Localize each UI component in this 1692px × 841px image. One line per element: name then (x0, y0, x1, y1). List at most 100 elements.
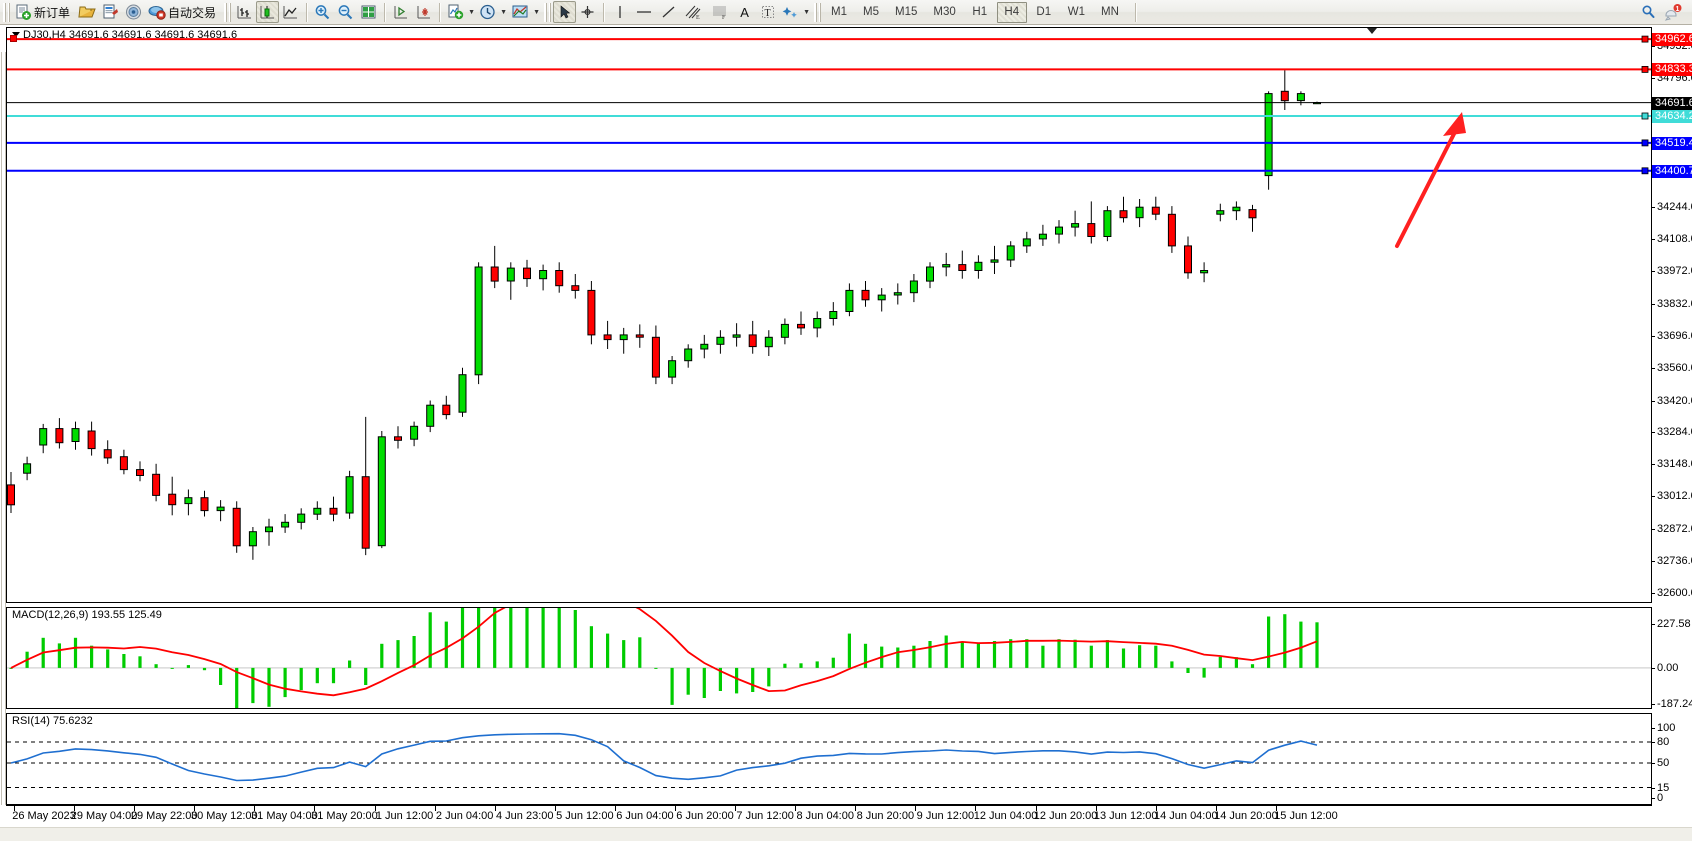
candlestick (1184, 236, 1192, 279)
text-label-button[interactable]: T (756, 1, 779, 23)
indicators-button[interactable] (444, 1, 467, 23)
auto-trading-button[interactable]: 自动交易 (145, 1, 221, 23)
price-chart-canvas[interactable] (7, 28, 1651, 602)
resistance-line-2-price-label[interactable]: 34833.3 (1652, 63, 1692, 77)
templates-button[interactable] (508, 1, 532, 23)
shapes-dropdown-caret[interactable]: ▼ (803, 8, 810, 16)
trendline-icon (660, 4, 678, 20)
price-tick-label: 32600.0 (1652, 587, 1692, 599)
trendline-button[interactable] (657, 1, 681, 23)
macd-histogram-bar (606, 633, 610, 668)
time-tick-separator (554, 806, 556, 811)
chart-left-grip[interactable] (0, 52, 6, 805)
horizontal-line-button[interactable] (631, 1, 657, 23)
line-chart-button[interactable] (279, 1, 302, 23)
timeframe-mn[interactable]: MN (1101, 6, 1119, 18)
macd-histogram-bar (1299, 621, 1303, 668)
macd-histogram-bar (751, 667, 755, 692)
price-tick-label: 32872.0 (1652, 523, 1692, 535)
time-tick-separator (795, 806, 797, 811)
time-tick-separator (1155, 806, 1157, 811)
shapes-button[interactable] (779, 1, 802, 23)
price-tick-label: 34932.0 (1652, 41, 1692, 52)
search-button[interactable] (1637, 1, 1660, 23)
macd-axis-label: 0.00 (1652, 662, 1692, 674)
resistance-line-2[interactable] (7, 66, 1651, 73)
timeframe-m15[interactable]: M15 (895, 6, 918, 18)
bid-line[interactable] (7, 112, 1651, 120)
macd-histogram-bar (1009, 639, 1013, 668)
candlestick (845, 283, 854, 317)
toolbar-grip-4[interactable] (814, 2, 822, 22)
candlestick-chart-button[interactable] (256, 1, 280, 23)
resistance-line-1-price-label[interactable]: 34962.6 (1652, 33, 1692, 47)
up-trend-arrow[interactable] (1395, 112, 1466, 248)
templates-dropdown-caret[interactable]: ▼ (533, 8, 540, 16)
bid-line-price-label[interactable]: 34634.2 (1652, 110, 1692, 124)
new-order-icon (15, 4, 32, 21)
timeframe-m30[interactable]: M30 (933, 6, 956, 18)
vertical-line-button[interactable] (608, 1, 631, 23)
time-tick-label: 30 May 12:00 (190, 810, 258, 822)
price-scale[interactable]: 34932.034796.034660.034524.034388.034244… (1652, 33, 1692, 805)
support-line-2-price-label[interactable]: 34400.7 (1652, 164, 1692, 178)
chart-collapse-triangle[interactable] (12, 32, 20, 37)
periods-button[interactable] (476, 1, 499, 23)
timeframe-m1[interactable]: M1 (831, 6, 848, 18)
toolbar-grip-3[interactable] (544, 2, 552, 22)
toolbar-grip-2[interactable] (224, 2, 232, 22)
timeframe-d1[interactable]: D1 (1036, 6, 1052, 18)
chart-shift-button[interactable] (389, 1, 412, 23)
candlestick (1071, 210, 1080, 237)
time-tick-separator (194, 806, 196, 811)
candlestick (265, 518, 273, 546)
chart-area[interactable]: DJ30,H4 34691.6 34691.6 34691.6 34691.6 … (0, 25, 1692, 841)
price-chart-pane[interactable]: DJ30,H4 34691.6 34691.6 34691.6 34691.6 (6, 27, 1652, 603)
time-tick-separator (13, 806, 15, 811)
cursor-button[interactable] (553, 1, 577, 23)
macd-histogram-bar (573, 610, 577, 668)
new-order-button[interactable]: 新订单 (12, 1, 75, 23)
time-scale[interactable]: 26 May 2023 29 May 04:00 29 May 22:00 30 Ma… (6, 805, 1652, 827)
macd-histogram-bar (170, 667, 174, 669)
support-line-1[interactable] (7, 139, 1651, 147)
resistance-line-1[interactable] (7, 35, 1651, 43)
time-tick-separator (494, 806, 496, 811)
svg-text:1: 1 (1676, 5, 1680, 12)
crosshair-button[interactable] (576, 1, 599, 23)
macd-pane[interactable]: MACD(12,26,9) 193.55 125.49 (6, 607, 1652, 709)
support-line-2[interactable] (7, 167, 1651, 175)
text-button[interactable]: A (733, 1, 756, 23)
svg-text:T: T (764, 8, 770, 19)
fibonacci-button[interactable]: F (707, 1, 733, 23)
notifications-button[interactable]: 1 (1660, 1, 1686, 23)
candlestick (345, 470, 354, 519)
equidistant-channel-button[interactable]: E (681, 1, 707, 23)
price-line-anchor-handle[interactable] (10, 35, 17, 42)
auto-scroll-button[interactable] (412, 1, 435, 23)
time-tick-separator (975, 806, 977, 811)
periods-dropdown-caret[interactable]: ▼ (500, 8, 507, 16)
tile-windows-button[interactable] (357, 1, 380, 23)
timeframe-h1[interactable]: H1 (972, 6, 988, 18)
bar-chart-button[interactable] (233, 1, 256, 23)
candlestick (974, 255, 983, 279)
macd-histogram-bar (1105, 640, 1109, 668)
timeframe-w1[interactable]: W1 (1067, 6, 1086, 18)
rsi-pane[interactable]: RSI(14) 75.6232 (6, 713, 1652, 805)
timeframe-m5[interactable]: M5 (863, 6, 880, 18)
time-tick-label: 29 May 22:00 (130, 810, 198, 822)
market-watch-button[interactable] (99, 1, 122, 23)
macd-histogram-bar (992, 641, 997, 668)
data-window-button[interactable] (122, 1, 145, 23)
zoom-out-button[interactable] (334, 1, 357, 23)
support-line-1-price-label[interactable]: 34519.4 (1652, 136, 1692, 150)
toolbar-grip[interactable] (3, 2, 10, 22)
current-price-line-price-label[interactable]: 34691.6 (1652, 96, 1692, 110)
candlestick (990, 245, 999, 274)
indicators-dropdown-caret[interactable]: ▼ (468, 8, 475, 16)
profiles-button[interactable] (75, 1, 99, 23)
macd-histogram-bar (783, 663, 787, 668)
timeframe-h4[interactable]: H4 (996, 1, 1027, 23)
zoom-in-button[interactable] (311, 1, 334, 23)
